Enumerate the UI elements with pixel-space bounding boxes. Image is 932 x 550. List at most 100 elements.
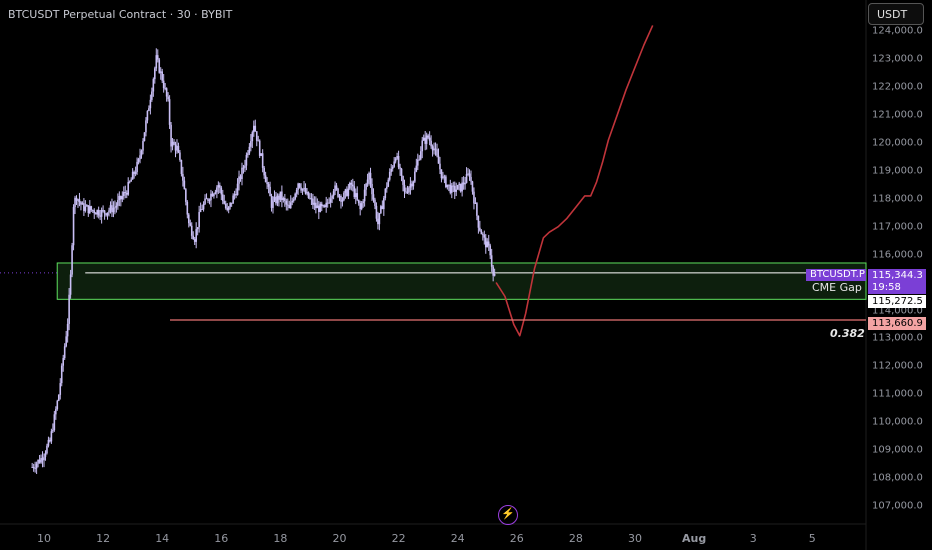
cme-gap-zone[interactable] (56, 262, 867, 300)
candle-body (375, 205, 378, 219)
candle-body (448, 184, 450, 186)
candle-body (273, 196, 276, 201)
candle-body (193, 239, 196, 242)
candle-body (100, 209, 103, 217)
time-axis-label: 18 (273, 532, 288, 545)
candle-body (482, 234, 484, 236)
candle-body (140, 150, 143, 156)
candle-body (428, 137, 431, 141)
price-axis-label: 122,000.0 (872, 81, 923, 93)
candle-body (72, 207, 75, 246)
candle-body (387, 179, 390, 187)
candle-body (254, 125, 257, 132)
candle-body (298, 183, 301, 188)
candle-body (473, 191, 475, 204)
candle-body (462, 182, 465, 185)
candle-body (258, 140, 261, 156)
candle-body (449, 184, 452, 193)
candle-body (366, 179, 369, 184)
candle-body (282, 198, 285, 201)
candle-body (105, 213, 107, 216)
symbol-price-tag: BTCUSDT.P (806, 269, 866, 281)
candle-body (465, 174, 468, 183)
candle-body (156, 55, 159, 60)
fib-level-label: 0.382 (830, 327, 865, 340)
candle-body (211, 193, 214, 197)
candle-body (122, 192, 125, 197)
candle-body (452, 185, 455, 187)
candle-body (40, 458, 42, 463)
candle-body (397, 155, 400, 168)
price-axis-label: 110,000.0 (872, 416, 923, 428)
candle-body (341, 200, 344, 202)
candle-body (251, 132, 254, 142)
candle-body (445, 176, 447, 188)
candle-body (128, 181, 131, 183)
candle-body (115, 205, 118, 208)
candle-body (332, 191, 335, 197)
candle-body (422, 137, 425, 141)
candle-body (66, 323, 69, 337)
candle-body (130, 179, 132, 182)
candle-body (158, 59, 161, 73)
price-axis-label: 116,000.0 (872, 249, 923, 261)
candle-body (368, 172, 370, 180)
candle-body (118, 196, 121, 201)
candle-body (183, 180, 186, 190)
candle-body (97, 210, 100, 216)
candle-body (60, 365, 63, 384)
candle-body (143, 132, 146, 142)
candle-body (437, 155, 440, 164)
candle-body (304, 187, 307, 194)
candle-body (394, 158, 397, 162)
candle-body (335, 185, 338, 189)
candle-body (291, 200, 294, 203)
candle-body (187, 214, 190, 224)
candle-body (374, 199, 376, 206)
candle-body (190, 225, 193, 236)
candle-body (289, 202, 292, 209)
candle-body (312, 198, 314, 205)
candle-body (343, 192, 345, 201)
candle-body (137, 159, 140, 162)
candle-body (74, 197, 76, 208)
symbol-title[interactable]: BTCUSDT Perpetual Contract · 30 · BYBIT (8, 8, 233, 21)
candle-body (224, 203, 227, 209)
candle-body (458, 183, 460, 186)
candle-body (309, 197, 311, 199)
candle-body (93, 210, 96, 214)
candle-body (350, 182, 353, 185)
candle-body (384, 188, 387, 199)
candle-body (207, 198, 209, 201)
candle-body (174, 144, 177, 151)
candle-body (49, 439, 51, 442)
candle-body (102, 209, 104, 211)
candle-body (238, 176, 240, 184)
candle-body (170, 124, 172, 147)
candle-body (383, 198, 385, 210)
candle-body (235, 194, 237, 196)
price-axis-label: 121,000.0 (872, 109, 923, 121)
candle-body (96, 210, 98, 215)
candle-body (199, 209, 202, 213)
candle-body (77, 199, 79, 201)
candle-body (307, 191, 310, 198)
candle-body (363, 189, 366, 202)
projection-path[interactable] (495, 25, 654, 337)
candle-body (186, 201, 189, 215)
candle-body (204, 198, 206, 204)
candle-body (477, 215, 480, 228)
candle-body (139, 155, 141, 160)
candle-body (111, 205, 113, 213)
candle-body (381, 206, 384, 210)
time-axis-label: 10 (37, 532, 51, 545)
currency-selector[interactable]: USDT (868, 3, 924, 25)
candle-body (90, 206, 93, 210)
candle-body (393, 161, 395, 167)
candle-body (202, 203, 205, 210)
candle-body (219, 185, 221, 188)
lightning-icon[interactable]: ⚡ (498, 505, 518, 525)
candle-body (106, 212, 109, 216)
candle-body (320, 203, 323, 207)
